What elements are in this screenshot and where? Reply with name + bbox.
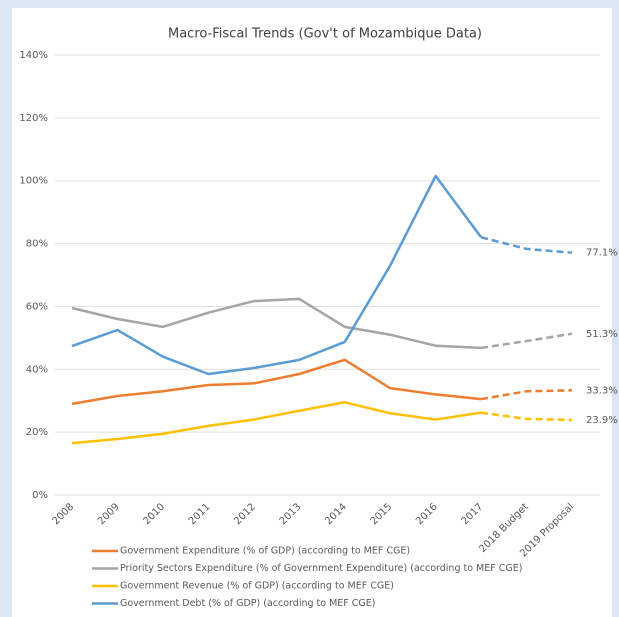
legend-text: Government Revenue (% of GDP) (according… <box>120 581 394 592</box>
y-tick-label: 100% <box>19 176 48 187</box>
data-label: 33.3% <box>586 385 618 396</box>
y-tick-label: 140% <box>19 50 48 61</box>
data-label: 23.9% <box>586 415 618 426</box>
chart-panel <box>12 8 612 617</box>
series-line <box>71 174 483 376</box>
y-tick-label: 60% <box>26 301 48 312</box>
y-tick-label: 120% <box>19 113 48 124</box>
legend-text: Government Expenditure (% of GDP) (accor… <box>120 546 410 557</box>
data-label: 51.3% <box>586 329 618 340</box>
y-tick-label: 20% <box>26 427 48 438</box>
y-tick-label: 40% <box>26 364 48 375</box>
projection-line <box>480 389 573 401</box>
projection-line <box>480 236 573 254</box>
series-line <box>71 297 482 350</box>
series-line <box>71 401 482 445</box>
y-tick-label: 80% <box>26 239 48 250</box>
y-tick-label: 0% <box>32 490 48 501</box>
legend-text: Priority Sectors Expenditure (% of Gover… <box>120 563 522 574</box>
data-label: 77.1% <box>586 248 618 259</box>
series-line <box>71 358 482 406</box>
legend-text: Government Debt (% of GDP) (according to… <box>120 598 375 609</box>
projection-line <box>480 411 573 422</box>
projection-line <box>480 332 573 350</box>
chart-title: Macro-Fiscal Trends (Gov't of Mozambique… <box>168 27 482 42</box>
